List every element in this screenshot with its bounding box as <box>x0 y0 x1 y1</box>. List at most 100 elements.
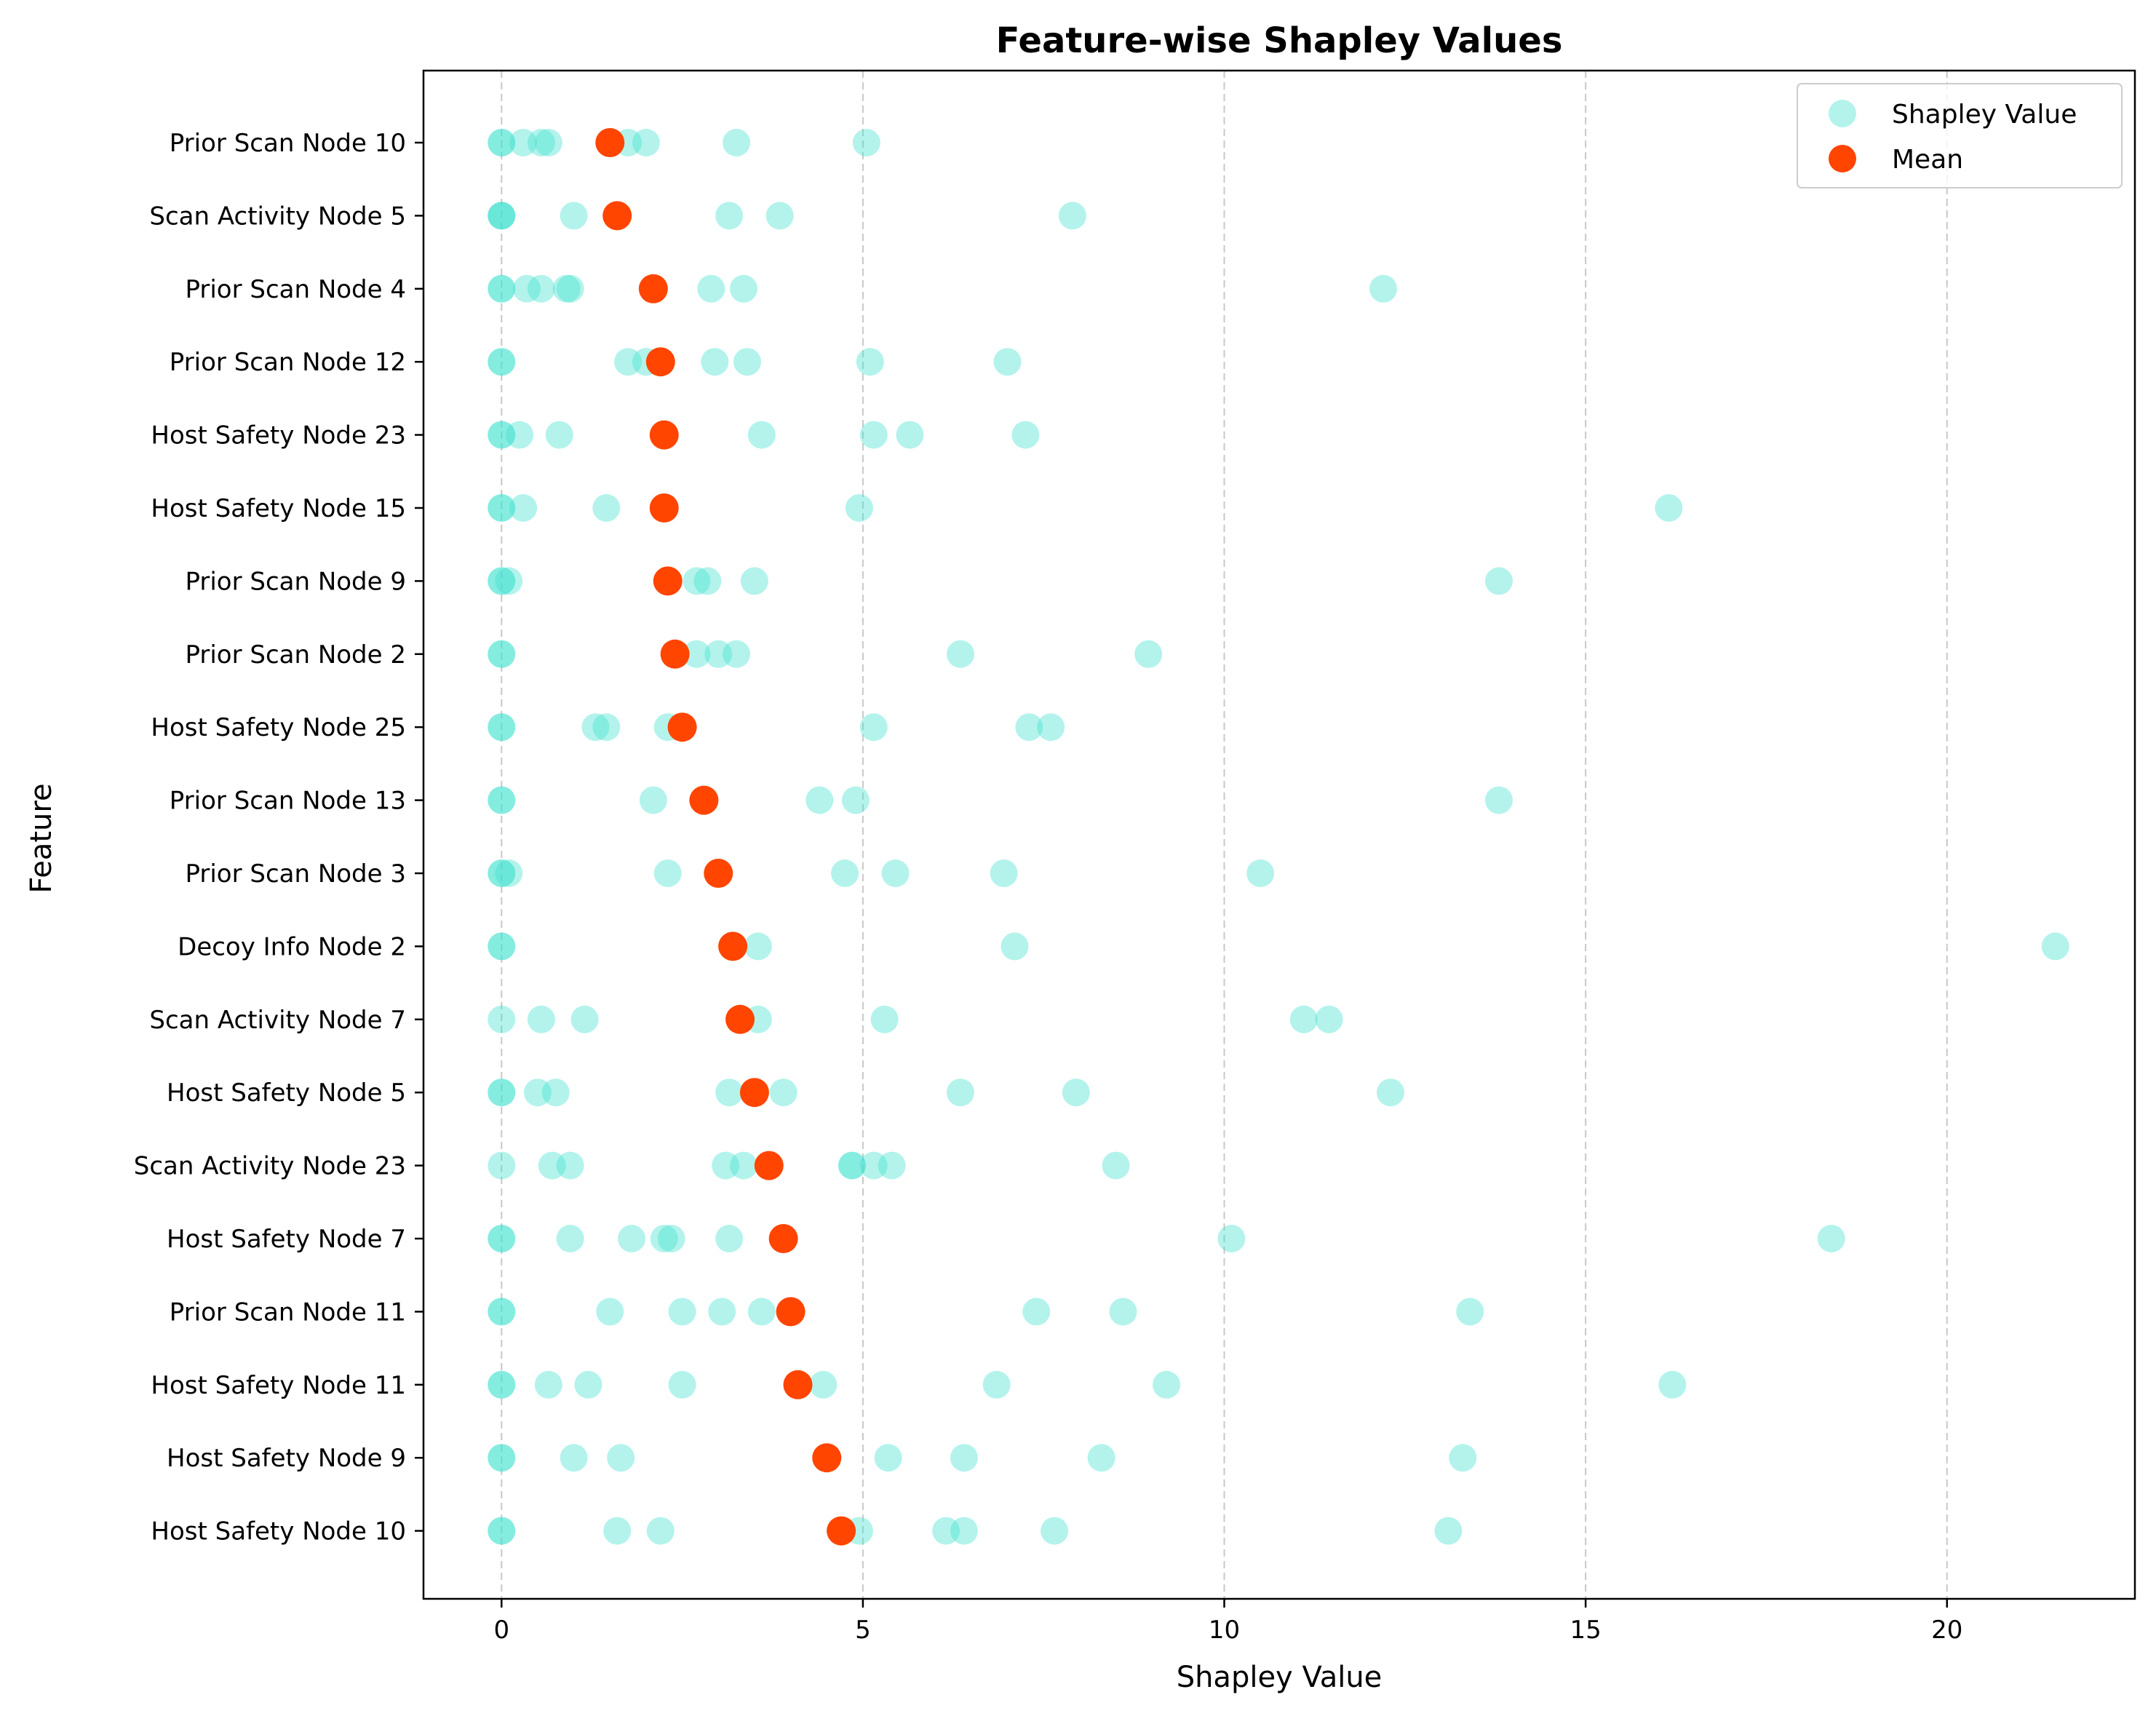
shapley-point <box>592 713 621 742</box>
legend-marker-mean <box>1829 145 1856 172</box>
shapley-point <box>946 1079 974 1107</box>
x-tick-label: 10 <box>1209 1616 1240 1645</box>
shapley-point <box>527 274 555 303</box>
shapley-point <box>1434 1517 1463 1545</box>
shapley-point <box>488 786 516 814</box>
shapley-point <box>488 202 516 230</box>
shapley-point <box>1246 859 1275 887</box>
shapley-point <box>488 713 516 742</box>
shapley-point <box>488 859 516 887</box>
shapley-point <box>730 1151 758 1180</box>
shapley-point <box>1015 713 1043 742</box>
mean-point <box>704 859 733 888</box>
shapley-point <box>556 1151 584 1180</box>
mean-point <box>645 347 675 377</box>
shapley-point <box>556 274 584 303</box>
shapley-point <box>870 1005 899 1033</box>
mean-point <box>739 1078 769 1108</box>
shapley-point <box>488 1298 516 1326</box>
y-tick-label: Host Safety Node 25 <box>151 713 406 742</box>
legend-box <box>1797 83 2123 188</box>
shapley-point <box>881 859 910 887</box>
shapley-point <box>488 202 516 230</box>
plot-frame <box>422 69 2136 1600</box>
shapley-point <box>488 713 516 742</box>
shapley-point <box>874 1444 902 1472</box>
shapley-point <box>809 1370 838 1399</box>
shapley-point <box>650 1225 678 1252</box>
shapley-point <box>744 932 772 961</box>
shapley-point <box>697 274 725 303</box>
shapley-point <box>488 1370 516 1399</box>
legend-label-mean: Mean <box>1892 145 1963 175</box>
shapley-point <box>488 421 516 449</box>
shapley-point <box>1102 1151 1130 1180</box>
shapley-point <box>545 421 573 449</box>
shapley-point <box>488 348 516 376</box>
legend-marker-shapley <box>1829 100 1856 127</box>
x-tick-label: 15 <box>1570 1616 1602 1645</box>
y-axis-ticks: Prior Scan Node 10 Scan Activity Node 5 Pr… <box>134 129 423 1546</box>
y-tick-label: Scan Activity Node 5 <box>149 202 406 231</box>
shapley-point <box>683 567 711 595</box>
shapley-point <box>646 1517 675 1545</box>
mean-point <box>725 1004 755 1034</box>
shapley-point <box>509 129 538 156</box>
shapley-point <box>852 129 880 156</box>
shapley-point <box>1087 1444 1115 1472</box>
shapley-point <box>859 713 888 742</box>
chart-title: Feature-wise Shapley Values <box>996 20 1563 61</box>
shapley-point <box>488 274 516 303</box>
shapley-point <box>747 1298 776 1326</box>
shapley-point <box>1456 1298 1484 1326</box>
shapley-point <box>1484 786 1513 814</box>
shapley-point <box>488 1444 516 1472</box>
y-tick-label: Scan Activity Node 7 <box>149 1006 406 1035</box>
y-tick-label: Scan Activity Node 23 <box>134 1152 406 1181</box>
shapley-point <box>488 274 516 303</box>
shapley-point <box>495 567 523 595</box>
shapley-point <box>653 859 682 887</box>
y-tick-label: Host Safety Node 23 <box>151 421 406 450</box>
shapley-point <box>513 274 541 303</box>
shapley-point <box>538 1151 566 1180</box>
mean-point <box>768 1224 798 1253</box>
shapley-point <box>1217 1225 1246 1252</box>
shapley-point <box>1289 1005 1318 1033</box>
y-tick-label: Host Safety Node 7 <box>167 1225 406 1254</box>
x-tick-label: 20 <box>1931 1616 1962 1645</box>
mean-point <box>638 274 668 303</box>
shapley-point <box>712 1151 740 1180</box>
shapley-point <box>1369 274 1398 303</box>
shapley-point <box>723 129 751 156</box>
shapley-point <box>488 494 516 522</box>
shapley-point <box>982 1370 1011 1399</box>
mean-point <box>783 1370 813 1399</box>
mean-point <box>812 1443 842 1473</box>
shapley-point <box>831 859 859 887</box>
shapley-point <box>488 1151 516 1180</box>
shapley-point <box>632 129 660 156</box>
shapley-point <box>740 567 768 595</box>
shapley-point <box>488 202 516 230</box>
shapley-point <box>488 567 516 595</box>
shapley-point <box>556 1225 584 1252</box>
shapley-point <box>946 640 974 668</box>
legend-label-shapley: Shapley Value <box>1892 100 2077 130</box>
shapley-point <box>534 129 562 156</box>
shapley-point <box>495 859 523 887</box>
shapley-point <box>805 786 834 814</box>
shapley-point <box>488 1517 516 1545</box>
shapley-point <box>618 1225 646 1252</box>
shapley-point <box>668 1298 696 1326</box>
x-axis-ticks: 0 5 10 15 20 <box>493 1599 1962 1645</box>
y-tick-label: Prior Scan Node 11 <box>170 1298 406 1327</box>
shapley-point <box>993 348 1022 376</box>
shapley-point <box>488 129 516 156</box>
shapley-point <box>838 1151 866 1180</box>
shapley-point <box>581 713 610 742</box>
mean-point <box>776 1297 805 1327</box>
shapley-point <box>1449 1444 1477 1472</box>
